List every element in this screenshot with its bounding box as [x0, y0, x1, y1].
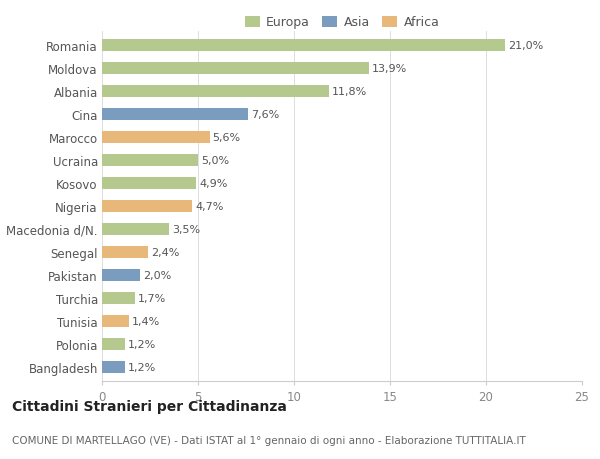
Bar	[102, 338, 125, 351]
Bar	[102, 177, 196, 190]
Text: 3,5%: 3,5%	[172, 224, 200, 235]
Bar	[102, 39, 505, 52]
Text: 2,0%: 2,0%	[143, 270, 172, 280]
Bar	[102, 269, 140, 282]
Bar	[102, 292, 134, 305]
Text: Cittadini Stranieri per Cittadinanza: Cittadini Stranieri per Cittadinanza	[12, 399, 287, 413]
Legend: Europa, Asia, Africa: Europa, Asia, Africa	[242, 14, 442, 32]
Text: 1,4%: 1,4%	[132, 316, 160, 326]
Text: 7,6%: 7,6%	[251, 110, 279, 120]
Text: 21,0%: 21,0%	[508, 41, 544, 51]
Text: 1,2%: 1,2%	[128, 362, 156, 372]
Bar	[102, 154, 198, 167]
Text: 13,9%: 13,9%	[372, 64, 407, 74]
Bar	[102, 223, 169, 236]
Bar	[102, 361, 125, 374]
Bar	[102, 62, 369, 75]
Bar	[102, 131, 209, 144]
Text: 4,9%: 4,9%	[199, 179, 227, 189]
Bar	[102, 85, 329, 98]
Text: 1,2%: 1,2%	[128, 339, 156, 349]
Text: 2,4%: 2,4%	[151, 247, 179, 257]
Bar	[102, 246, 148, 259]
Text: 1,7%: 1,7%	[137, 293, 166, 303]
Bar	[102, 315, 129, 328]
Text: 4,7%: 4,7%	[195, 202, 223, 212]
Bar	[102, 108, 248, 121]
Bar	[102, 200, 192, 213]
Text: 5,0%: 5,0%	[201, 156, 229, 166]
Text: COMUNE DI MARTELLAGO (VE) - Dati ISTAT al 1° gennaio di ogni anno - Elaborazione: COMUNE DI MARTELLAGO (VE) - Dati ISTAT a…	[12, 435, 526, 445]
Text: 11,8%: 11,8%	[331, 87, 367, 97]
Text: 5,6%: 5,6%	[212, 133, 241, 143]
